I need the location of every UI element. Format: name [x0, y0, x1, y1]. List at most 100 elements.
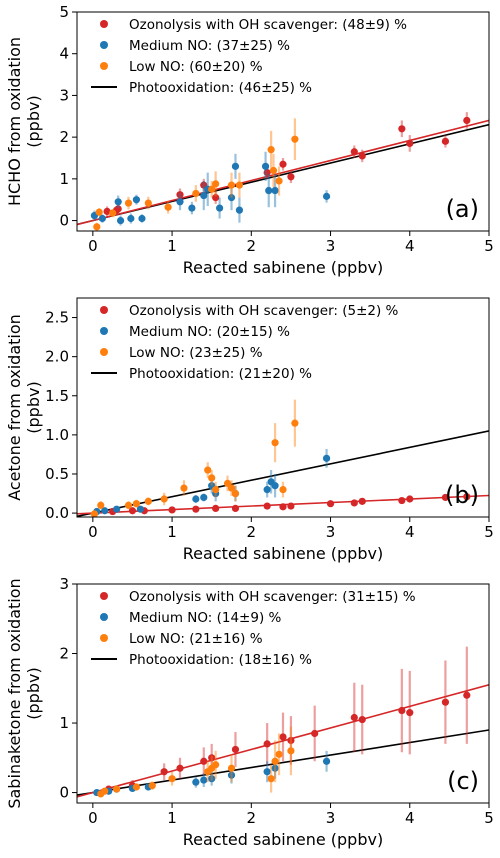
legend-point-marker: [100, 634, 108, 642]
y-axis-label: (ppbv): [24, 95, 43, 147]
low-no-point: [144, 199, 152, 207]
y-tick-label: 3: [59, 575, 69, 593]
medium-no-point: [136, 505, 144, 513]
legend-label: Ozonolysis with OH scavenger: (31±15) %: [129, 589, 416, 605]
x-tick-label: 0: [88, 809, 98, 827]
x-axis-label: Reacted sabinene (ppbv): [183, 830, 383, 849]
low-no-point: [271, 439, 279, 447]
medium-no-point: [200, 776, 208, 784]
x-tick-label: 4: [405, 523, 415, 541]
ozonolysis-point: [287, 502, 295, 510]
y-tick-label: 1.0: [45, 426, 69, 444]
x-tick-label: 4: [405, 237, 415, 255]
ozonolysis-point: [350, 499, 358, 507]
ozonolysis-point: [463, 116, 471, 125]
low-no-point: [168, 775, 176, 783]
low-no-point: [227, 181, 236, 189]
ozonolysis-point: [279, 733, 287, 741]
panel-label: (b): [445, 481, 479, 509]
y-tick-label: 2: [59, 645, 69, 663]
medium-no-point: [271, 764, 279, 772]
ozonolysis-point: [350, 148, 358, 156]
medium-no-point: [322, 192, 331, 200]
medium-no-point: [188, 204, 196, 212]
x-tick-label: 2: [247, 809, 257, 827]
medium-no-point: [263, 486, 271, 494]
medium-no-point: [265, 186, 273, 195]
low-no-point: [90, 510, 99, 517]
panel-b: 0 1 2 3 4 5 0.0 0.5 1.0 1.5 2.0 2.5 Reacted sabinene…: [5, 297, 494, 563]
ozonolysis-point: [200, 757, 208, 765]
ozonolysis-point: [358, 152, 366, 160]
medium-no-point: [235, 206, 244, 214]
medium-no-point: [114, 198, 122, 206]
plot-area: [77, 112, 489, 231]
photooxidation-fit-line: [77, 729, 489, 796]
ozonolysis-point: [358, 497, 366, 505]
y-tick-label: 1: [59, 714, 69, 732]
ozonolysis-point: [168, 506, 176, 514]
legend-label: Low NO: (60±20) %: [129, 59, 263, 75]
ozonolysis-fit-line: [77, 119, 489, 226]
legend-point-marker: [100, 62, 108, 70]
low-no-point: [235, 181, 244, 189]
low-no-point: [275, 750, 283, 758]
x-tick-label: 1: [167, 523, 177, 541]
low-no-point: [287, 747, 295, 755]
y-tick-label: 1: [59, 170, 69, 188]
ozonolysis-point: [208, 754, 216, 762]
low-no-point: [97, 501, 105, 509]
low-no-point: [291, 135, 299, 143]
ozonolysis-point: [231, 504, 240, 512]
panel-a: 0 1 2 3 4 5 0 1 2 3 4 5 Reacted sabinene (ppbv) HCHO …: [5, 3, 494, 277]
x-tick-label: 5: [484, 237, 494, 255]
medium-no-point: [322, 757, 331, 765]
medium-no-point: [263, 768, 271, 776]
x-tick-label: 5: [484, 809, 494, 827]
legend-label: Medium NO: (20±15) %: [129, 324, 290, 340]
low-no-point: [271, 757, 279, 765]
ozonolysis-point: [263, 740, 271, 748]
y-tick-label: 5: [59, 3, 69, 21]
medium-no-point: [200, 191, 208, 200]
low-no-point: [227, 764, 236, 772]
legend-label: Medium NO: (37±25) %: [129, 38, 290, 54]
ozonolysis-point: [279, 503, 287, 511]
low-no-point: [212, 180, 220, 188]
medium-no-point: [138, 214, 146, 223]
legend-label: Photooxidation: (21±20) %: [129, 366, 312, 382]
medium-no-point: [271, 482, 279, 490]
ozonolysis-point: [441, 698, 450, 706]
x-tick-label: 3: [326, 523, 336, 541]
low-no-point: [101, 787, 109, 795]
plot-area: [77, 399, 489, 517]
x-axis-label: Reacted sabinene (ppbv): [183, 544, 383, 563]
medium-no-point: [227, 194, 236, 202]
medium-no-point: [176, 198, 184, 206]
medium-no-point: [98, 214, 106, 223]
x-tick-label: 3: [326, 809, 336, 827]
ozonolysis-point: [279, 160, 287, 168]
low-no-point: [267, 775, 275, 783]
low-no-point: [113, 785, 121, 793]
medium-no-point: [261, 162, 270, 170]
ozonolysis-point: [463, 493, 471, 501]
low-no-point: [160, 495, 168, 503]
low-no-point: [180, 484, 188, 492]
ozonolysis-point: [103, 207, 111, 215]
medium-no-point: [322, 454, 331, 462]
ozonolysis-point: [398, 496, 406, 505]
ozonolysis-point: [263, 169, 271, 177]
low-no-point: [148, 782, 156, 790]
low-no-point: [204, 466, 212, 474]
ozonolysis-point: [398, 125, 406, 133]
ozonolysis-point: [326, 500, 335, 508]
ozonolysis-point: [176, 191, 184, 199]
medium-no-point: [132, 196, 141, 204]
medium-no-point: [192, 495, 200, 503]
y-tick-label: 2.0: [45, 348, 69, 366]
x-tick-label: 1: [167, 237, 177, 255]
ozonolysis-point: [406, 709, 414, 717]
ozonolysis-point: [114, 205, 122, 213]
